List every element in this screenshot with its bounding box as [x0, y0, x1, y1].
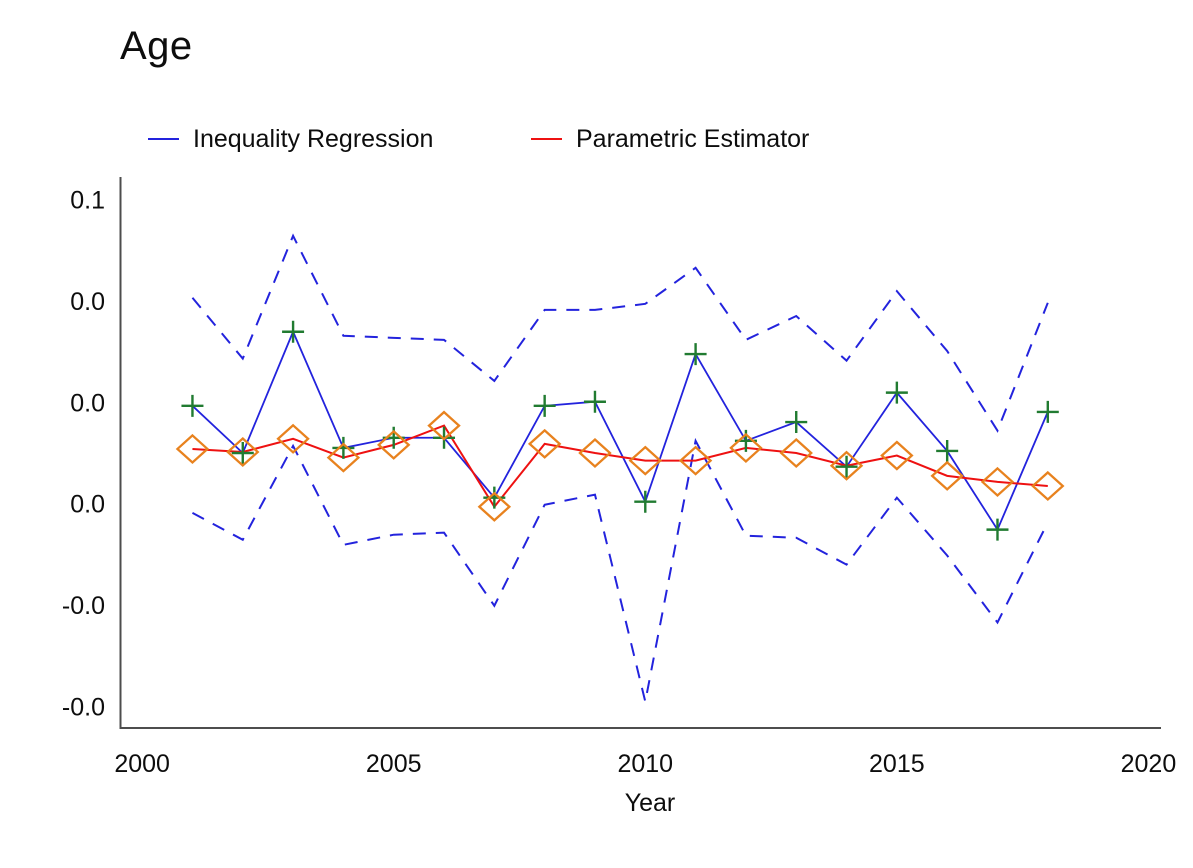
- plus-marker: [282, 320, 305, 343]
- plus-marker: [986, 518, 1009, 541]
- legend-line-swatch-blue: [148, 137, 179, 141]
- diamond-marker: [326, 442, 361, 473]
- diamond-marker: [276, 423, 310, 454]
- plus-marker: [583, 390, 606, 413]
- x-tick-label: 2020: [1121, 750, 1177, 778]
- parametric-estimator-line: [192, 424, 1048, 509]
- plus-marker: [936, 439, 959, 462]
- plus-marker: [835, 455, 858, 478]
- ci-lower-dashed-line: [191, 437, 1049, 702]
- x-tick-label: 2015: [869, 750, 925, 778]
- diamond-marker: [678, 445, 713, 476]
- chart-title: Age: [120, 24, 193, 68]
- diamond-marker: [980, 466, 1015, 497]
- legend-label-inequality-regression: Inequality Regression: [193, 124, 434, 153]
- y-tick-label: 0.0: [70, 389, 105, 417]
- diamond-marker: [527, 428, 562, 459]
- x-tick-label: 2000: [114, 750, 170, 778]
- y-tick-label: 0.0: [70, 288, 105, 316]
- plus-marker: [785, 411, 808, 434]
- legend-line-swatch-red: [531, 137, 562, 141]
- diamond-marker: [729, 432, 763, 463]
- y-axis-tick-labels: 0.1 0.0 0.0 0.0 -0.0 -0.0: [62, 186, 105, 721]
- plus-markers: [181, 320, 1059, 541]
- y-tick-label: -0.0: [62, 694, 105, 722]
- y-tick-label: -0.0: [62, 592, 105, 620]
- diamond-marker: [226, 436, 260, 468]
- plus-marker: [332, 436, 355, 459]
- diamond-marker: [1031, 470, 1065, 502]
- ci-upper-dashed-line: [191, 233, 1049, 433]
- diamond-marker: [175, 433, 210, 464]
- x-tick-label: 2010: [617, 750, 673, 778]
- inequality-regression-line: [191, 329, 1049, 532]
- y-tick-label: 0.0: [70, 491, 105, 519]
- legend-item-inequality-regression: Inequality Regression: [148, 124, 433, 154]
- plus-marker: [634, 490, 657, 513]
- x-tick-label: 2005: [366, 750, 422, 778]
- diamond-marker: [880, 440, 914, 471]
- x-axis-title: Year: [625, 789, 676, 817]
- x-axis-tick-labels: 2000 2005 2010 2015 2020: [114, 750, 1176, 778]
- plus-marker: [885, 381, 908, 404]
- diamond-marker: [779, 437, 813, 469]
- diamond-marker: [829, 450, 864, 481]
- plus-marker: [1036, 400, 1059, 423]
- y-tick-label: 0.1: [70, 186, 105, 214]
- diamond-marker: [427, 410, 461, 441]
- legend-label-parametric-estimator: Parametric Estimator: [576, 124, 810, 153]
- diamond-marker: [578, 437, 612, 469]
- diamond-marker: [930, 460, 964, 491]
- diamond-markers: [175, 410, 1065, 522]
- diamond-marker: [628, 445, 663, 476]
- plus-marker: [483, 486, 506, 509]
- plus-marker: [533, 394, 556, 417]
- plus-marker: [181, 394, 204, 417]
- legend-item-parametric-estimator: Parametric Estimator: [531, 124, 809, 154]
- plus-marker: [231, 442, 254, 465]
- plus-marker: [684, 343, 707, 366]
- diamond-marker: [376, 429, 411, 460]
- diamond-marker: [477, 491, 512, 522]
